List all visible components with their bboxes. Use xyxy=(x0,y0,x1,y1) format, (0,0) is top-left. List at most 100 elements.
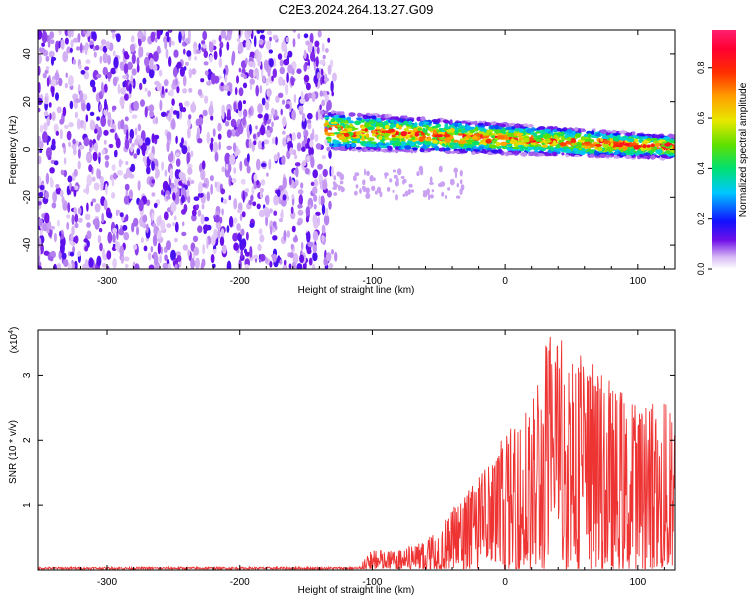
spectrogram-noise-blob xyxy=(203,216,210,222)
spectrogram-noise-blob xyxy=(289,147,294,155)
spectrogram-band-blob xyxy=(496,141,501,147)
spectrogram-band-blob xyxy=(324,117,330,119)
spectrogram-band-blob xyxy=(457,140,466,145)
spectrogram-noise-blob xyxy=(82,263,88,269)
spectrogram-noise-blob xyxy=(114,150,117,158)
spectrogram-noise-blob xyxy=(195,257,200,269)
spectrogram-band-blob xyxy=(427,136,432,141)
spectrogram-faint-blob xyxy=(447,187,451,191)
spectrogram-noise-blob xyxy=(130,163,136,173)
spectrogram-noise-blob xyxy=(305,40,310,46)
spectrogram-band-blob xyxy=(389,123,398,128)
spectrogram-noise-blob xyxy=(222,198,228,205)
spectrogram-band-blob xyxy=(343,132,350,137)
spectrogram-noise-blob xyxy=(319,110,325,115)
spectrogram-band-blob xyxy=(376,142,383,145)
spectrogram-noise-blob xyxy=(156,82,162,92)
spectrogram-noise-blob xyxy=(244,264,250,269)
spectrogram-noise-blob xyxy=(119,212,124,218)
spectrogram-noise-blob xyxy=(264,211,271,218)
spectrogram-noise-blob xyxy=(291,225,296,233)
spectrogram-band-blob xyxy=(458,146,462,149)
spectrogram-noise-blob xyxy=(240,249,243,259)
spectrogram-noise-blob xyxy=(233,198,238,210)
spectrogram-band-blob xyxy=(528,151,535,157)
spectrogram-band-blob xyxy=(662,141,667,144)
spectrogram-noise-blob xyxy=(168,56,172,67)
spectrogram-band-blob xyxy=(367,137,375,142)
colorbar-gradient xyxy=(712,30,736,269)
spectrogram-noise-blob xyxy=(272,57,277,68)
spectrogram-noise-blob xyxy=(56,106,62,114)
spectrogram-noise-blob xyxy=(303,74,310,83)
spectrogram-noise-blob xyxy=(152,223,157,228)
spectrogram-noise-blob xyxy=(214,181,218,188)
spectrogram-noise-blob xyxy=(160,111,167,118)
spectrogram-band-blob xyxy=(511,126,516,130)
spectrogram-band-blob xyxy=(646,154,651,160)
spectrogram-band-blob xyxy=(418,121,424,127)
spectrogram-noise-blob xyxy=(275,136,278,146)
spectrogram-noise-blob xyxy=(146,199,151,206)
spectrogram-noise-blob xyxy=(176,110,180,120)
spectrogram-band-blob xyxy=(360,141,366,146)
spectrogram-noise-blob xyxy=(145,223,149,234)
spectrogram-band-blob xyxy=(508,129,515,133)
spectrogram-noise-blob xyxy=(162,180,169,192)
spectrogram-band-blob xyxy=(565,154,569,158)
spectrogram-noise-blob xyxy=(95,44,100,51)
spectrogram-band-blob xyxy=(400,138,405,141)
spectrogram-noise-blob xyxy=(191,68,197,75)
spectrogram-xtick-label: -200 xyxy=(230,276,250,287)
spectrogram-band-blob xyxy=(665,150,671,154)
spectrogram-noise-blob xyxy=(268,158,272,170)
spectrogram-noise-blob xyxy=(124,138,130,150)
spectrogram-noise-blob xyxy=(167,263,172,269)
spectrogram-band-blob xyxy=(613,154,618,159)
spectrogram-noise-blob xyxy=(273,210,278,216)
spectrogram-faint-blob xyxy=(366,170,370,176)
spectrogram-band-blob xyxy=(391,137,397,141)
spectrogram-noise-blob xyxy=(130,35,135,43)
spectrogram-noise-blob xyxy=(104,154,110,161)
spectrogram-noise-blob xyxy=(209,54,213,63)
spectrogram-band-blob xyxy=(365,147,372,150)
spectrogram-noise-blob xyxy=(223,68,226,75)
spectrogram-noise-blob xyxy=(51,202,57,209)
spectrogram-band-blob xyxy=(553,134,559,139)
spectrogram-noise-blob xyxy=(110,67,117,75)
spectrogram-band-blob xyxy=(423,141,432,146)
spectrogram-noise-blob xyxy=(183,48,186,55)
spectrogram-band-blob xyxy=(599,153,607,158)
spectrogram-band-blob xyxy=(507,132,515,137)
spectrogram-band-blob xyxy=(336,119,341,123)
spectrogram-noise-blob xyxy=(317,163,323,170)
spectrogram-noise-blob xyxy=(174,264,178,269)
spectrogram-band-blob xyxy=(603,139,607,145)
spectrogram-noise-blob xyxy=(241,228,245,236)
spectrogram-noise-blob xyxy=(96,168,100,179)
spectrogram-noise-blob xyxy=(198,43,201,51)
spectrogram-noise-blob xyxy=(191,209,197,217)
spectrogram-noise-blob xyxy=(303,63,308,72)
spectrogram-noise-blob xyxy=(51,57,57,61)
spectrogram-band-blob xyxy=(553,132,559,135)
spectrogram-noise-blob xyxy=(305,206,310,217)
spectrogram-noise-blob xyxy=(60,169,65,175)
spectrogram-band-blob xyxy=(340,111,345,116)
spectrogram-band-blob xyxy=(561,152,565,156)
spectrogram-noise-blob xyxy=(319,90,324,97)
spectrogram-noise-blob xyxy=(38,201,42,206)
spectrogram-noise-blob xyxy=(220,82,224,87)
spectrogram-band-blob xyxy=(444,126,452,130)
spectrogram-band-blob xyxy=(439,147,444,152)
spectrogram-noise-blob xyxy=(181,209,186,215)
spectrogram-noise-blob xyxy=(243,108,248,118)
spectrogram-band-blob xyxy=(466,125,470,129)
spectrogram-noise-blob xyxy=(331,91,335,97)
spectrogram-noise-blob xyxy=(186,189,190,198)
spectrogram-noise-blob xyxy=(252,133,257,140)
spectrogram-faint-blob xyxy=(454,171,458,179)
spectrogram-noise-blob xyxy=(210,254,215,264)
spectrogram-noise-blob xyxy=(84,213,91,221)
